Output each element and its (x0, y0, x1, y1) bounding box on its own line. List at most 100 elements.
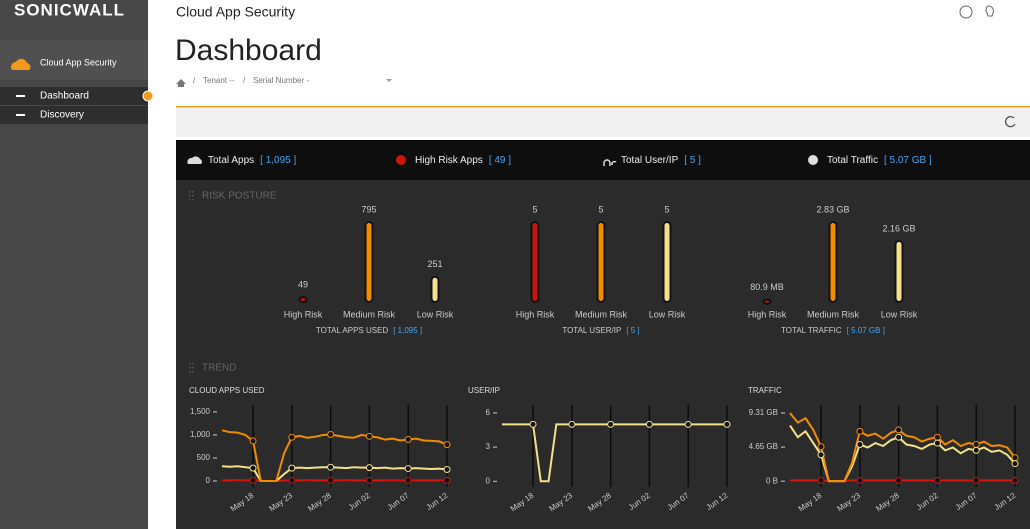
breadcrumb-separator: / (243, 76, 246, 85)
risk-bar (828, 221, 838, 303)
y-tick-label: 1,000 (190, 430, 211, 439)
logo: SONICWALL (14, 0, 125, 19)
category-label: High Risk (748, 309, 787, 319)
trend-point (933, 476, 941, 484)
trend-point (972, 446, 980, 454)
summary-label: Total Apps (208, 155, 254, 166)
trend-point (327, 476, 335, 484)
trend-point (443, 441, 451, 449)
trend-point (856, 441, 864, 449)
summary-label: High Risk Apps (415, 155, 483, 166)
risk-bar (894, 239, 904, 303)
trend-point (365, 476, 373, 484)
trend-point (365, 432, 373, 440)
dropdown-icon[interactable] (386, 79, 392, 82)
summary-label: Total User/IP (621, 155, 679, 166)
trend-point (1011, 476, 1019, 484)
drag-handle[interactable] (189, 191, 194, 373)
summary-item: Total Traffic [ 5.07 GB ] (827, 155, 932, 166)
home-icon[interactable] (176, 79, 186, 87)
y-tick-label: 3 (486, 442, 491, 451)
trend-point (645, 420, 653, 428)
y-tick-label: 0 B (766, 476, 778, 485)
trend-point (529, 420, 537, 428)
trend-point (249, 476, 257, 484)
menu-dash (16, 114, 25, 116)
total-name: TOTAL USER/IP (562, 326, 621, 335)
trend-point (404, 465, 412, 473)
value-label: 80.9 MB (750, 282, 784, 292)
menu-item[interactable] (0, 106, 148, 124)
menu-label[interactable]: Discovery (40, 110, 84, 121)
trend-point (568, 420, 576, 428)
breadcrumb[interactable]: Tenant -- (203, 76, 235, 85)
summary-label: Total Traffic (827, 155, 878, 166)
y-tick-label: 1,500 (190, 407, 211, 416)
page-title: Dashboard (175, 34, 322, 67)
trend-point (288, 476, 296, 484)
trend-point (817, 443, 825, 451)
risk-icon (396, 155, 406, 165)
total-value: [ 1,095 ] (393, 326, 422, 335)
risk-bar (762, 298, 772, 305)
traffic-icon (808, 155, 818, 165)
trend-point (972, 441, 980, 449)
category-label: Low Risk (417, 309, 454, 319)
trend-point (933, 439, 941, 447)
y-tick-label: 500 (197, 453, 211, 462)
trend-point (856, 427, 864, 435)
trend-point (856, 476, 864, 484)
summary-bar (176, 140, 1030, 180)
total-name: TOTAL TRAFFIC (781, 326, 842, 335)
trend-point (972, 476, 980, 484)
info-icon[interactable] (959, 5, 973, 19)
dashboard-body (176, 140, 1030, 529)
risk-bar (530, 221, 540, 303)
risk-bar (662, 221, 672, 303)
trend-point (288, 433, 296, 441)
category-label: Medium Risk (575, 309, 628, 319)
trend-point (327, 463, 335, 471)
category-label: Medium Risk (343, 309, 396, 319)
users-icon (603, 159, 617, 166)
risk-bar (430, 275, 440, 303)
breadcrumb-separator: / (193, 76, 196, 85)
cloud-icon (11, 58, 31, 70)
active-indicator (142, 90, 154, 102)
y-tick-label: 0 (486, 476, 491, 485)
risk-bar (364, 221, 374, 303)
breadcrumb[interactable]: Serial Number - (253, 76, 309, 85)
trend-point (684, 420, 692, 428)
total-value: [ 5 ] (626, 326, 639, 335)
value-label: 795 (361, 204, 376, 214)
total-label: TOTAL USER/IP [ 5 ] (562, 326, 639, 335)
category-label: Low Risk (649, 309, 686, 319)
summary-item: Total Apps [ 1,095 ] (208, 155, 297, 166)
toolbar (176, 108, 1030, 137)
section-title: RISK POSTURE (202, 191, 277, 202)
category-label: High Risk (284, 309, 323, 319)
trend-point (723, 420, 731, 428)
summary-value: [ 49 ] (489, 155, 511, 166)
trend-point (404, 436, 412, 444)
trend-point (443, 465, 451, 473)
y-tick-label: 9.31 GB (749, 408, 778, 417)
menu-item[interactable] (0, 87, 148, 105)
trend-point (249, 464, 257, 472)
total-value: [ 5.07 GB ] (847, 326, 885, 335)
y-tick-label: 6 (486, 408, 491, 417)
refresh-icon[interactable] (1005, 116, 1016, 128)
trend-point (933, 433, 941, 441)
trend-point (895, 426, 903, 434)
apps-icon (187, 156, 202, 164)
value-label: 49 (298, 279, 308, 289)
trend-point (443, 476, 451, 484)
category-label: Low Risk (881, 309, 918, 319)
header-rule (176, 106, 1030, 108)
trend-point (365, 464, 373, 472)
value-label: 5 (532, 204, 537, 214)
trend-point (895, 433, 903, 441)
help-icon[interactable] (985, 5, 994, 17)
summary-item: Total User/IP [ 5 ] (621, 155, 701, 166)
menu-label[interactable]: Dashboard (40, 91, 89, 102)
